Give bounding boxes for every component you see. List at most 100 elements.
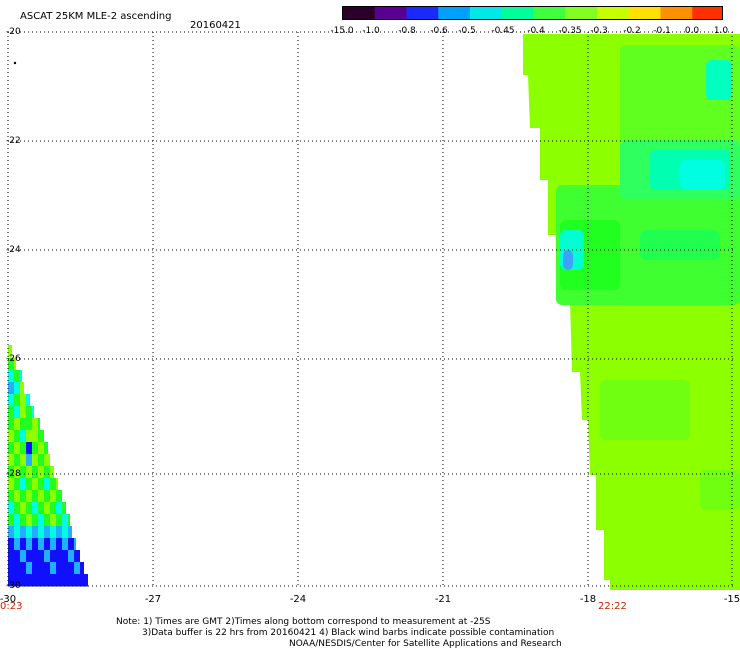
- swath-cell: [74, 562, 80, 575]
- colorbar-label: -0.3: [590, 26, 608, 36]
- swath-cell: [26, 406, 32, 419]
- swath-cell: [38, 478, 44, 491]
- colorbar-label: -0.5: [458, 26, 476, 36]
- map-plot: [7, 31, 740, 590]
- swath-cell: [50, 478, 56, 491]
- swath-cell: [74, 550, 80, 563]
- swath-cell: [32, 430, 38, 443]
- swath-cell: [32, 406, 34, 419]
- swath-cell: [50, 466, 54, 479]
- swath-cell: [20, 550, 26, 563]
- swath-cell: [26, 526, 32, 539]
- swath-cell: [563, 250, 573, 270]
- swath-cell: [14, 526, 20, 539]
- lat-label: -28: [6, 469, 21, 479]
- colorbar-label: -15.0: [330, 26, 354, 36]
- swath-cell: [32, 574, 38, 587]
- lon-label: -15: [723, 594, 740, 605]
- swath-cell: [26, 490, 32, 503]
- swath-cell: [20, 394, 26, 407]
- colorbar-segment: [470, 7, 503, 19]
- lon-label: -27: [144, 594, 162, 605]
- swath-cell: [44, 466, 50, 479]
- swath-cell: [20, 406, 26, 419]
- swath-cell: [32, 562, 38, 575]
- swath-cell: [20, 574, 26, 587]
- colorbar-label: -0.1: [653, 26, 671, 36]
- swath-cell: [68, 526, 72, 539]
- swath-cell: [8, 442, 14, 455]
- swath-cell: [62, 538, 68, 551]
- swath-cell: [20, 490, 26, 503]
- swath-cell: [32, 502, 38, 515]
- swath-cell: [680, 160, 725, 190]
- swath-cell: [706, 60, 732, 100]
- note-line: Note: 1) Times are GMT 2)Times along bot…: [116, 617, 491, 627]
- swath-cell: [8, 382, 14, 395]
- swath-cell: [56, 562, 62, 575]
- swath-cell: [14, 406, 20, 419]
- swath-cell: [20, 370, 22, 383]
- colorbar-segment: [501, 7, 535, 19]
- swath-cell: [26, 454, 32, 467]
- swath-cell: [68, 562, 74, 575]
- swath-cell: [8, 514, 14, 527]
- swath-cell: [14, 358, 16, 371]
- lon-label: -30: [0, 594, 17, 605]
- swath-cell: [44, 526, 50, 539]
- colorbar-label: -0.6: [430, 26, 448, 36]
- swath-cell: [68, 514, 70, 527]
- swath-cell: [32, 526, 38, 539]
- swath-cell: [8, 418, 14, 431]
- swath-cell: [50, 526, 56, 539]
- swath-cell: [38, 538, 44, 551]
- swath-cell: [68, 574, 74, 587]
- lat-label: -26: [6, 354, 21, 364]
- colorbar-label: -1.0: [362, 26, 380, 36]
- map-date: 20160421: [190, 20, 241, 31]
- swath-cell: [50, 574, 56, 587]
- colorbar-segment: [438, 7, 471, 19]
- swath-cell: [20, 442, 26, 455]
- swath-cell: [32, 466, 38, 479]
- colorbar-label: -0.4: [527, 26, 545, 36]
- lon-label: -21: [434, 594, 452, 605]
- note-line: NOAA/NESDIS/Center for Satellite Applica…: [289, 639, 562, 649]
- swath-cell: [640, 230, 720, 260]
- swath-cell: [20, 478, 26, 491]
- swath-cell: [14, 562, 20, 575]
- swath-cell: [8, 430, 14, 443]
- swath-cell: [56, 490, 62, 503]
- colorbar-labels: -15.0 -1.0 -0.8 -0.6 -0.5 -0.45 -0.4 -0.…: [330, 26, 730, 38]
- left-swath: [8, 345, 88, 587]
- swath-cell: [26, 466, 32, 479]
- lat-label: -24: [6, 245, 21, 255]
- swath-cell: [68, 550, 74, 563]
- swath-cell: [8, 502, 14, 515]
- swath-cell: [26, 574, 32, 587]
- swath-cell: [14, 442, 20, 455]
- swath-cell: [50, 502, 56, 515]
- swath-cell: [26, 514, 32, 527]
- swath-cell: [44, 442, 48, 455]
- swath-cell: [38, 490, 44, 503]
- swath-cell: [8, 526, 14, 539]
- swath-cell: [8, 478, 14, 491]
- swath-cell: [74, 574, 80, 587]
- swath-cell: [62, 550, 68, 563]
- colorbar-label: 1.0: [713, 26, 729, 36]
- swath-cell: [50, 538, 56, 551]
- swath-cell: [20, 466, 26, 479]
- swath-cell: [50, 550, 56, 563]
- swath-cell: [80, 562, 84, 575]
- swath-cell: [38, 418, 40, 431]
- swath-cell: [62, 514, 68, 527]
- swath-cell: [14, 490, 20, 503]
- swath-cell: [8, 538, 14, 551]
- swath-cell: [32, 442, 38, 455]
- lat-label: -22: [6, 136, 21, 146]
- time-label-right: 22:22: [598, 601, 627, 612]
- colorbar-segment: [565, 7, 598, 19]
- swath-cell: [14, 382, 20, 395]
- swath-cell: [50, 514, 56, 527]
